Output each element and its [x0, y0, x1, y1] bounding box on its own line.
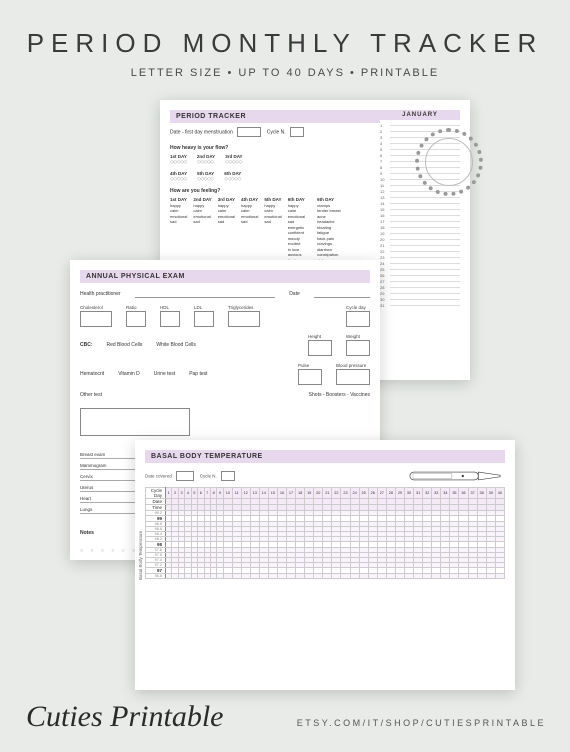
pulse-box[interactable] [298, 369, 322, 385]
ldl-box[interactable] [194, 311, 214, 327]
trig-box[interactable] [228, 311, 260, 327]
other-box[interactable] [80, 408, 190, 436]
lbl-bp: Blood pressure [336, 363, 370, 368]
lbl-hdl: HDL [160, 305, 180, 310]
lbl-urine: Urine test [154, 371, 175, 377]
hdl-box[interactable] [160, 311, 180, 327]
cycleday-box[interactable] [346, 311, 370, 327]
s3-title: BASAL BODY TEMPERATURE [151, 453, 263, 460]
chol-box[interactable] [80, 311, 112, 327]
flow-day: 5th DAY◇◇◇◇◇ [197, 171, 214, 182]
bp-box[interactable] [336, 369, 370, 385]
brand-logo: Cuties Printable [26, 700, 224, 734]
lbl-cbc: CBC: [80, 342, 93, 348]
cal-row[interactable]: 31 [380, 302, 460, 308]
lbl-hp: Health practitioner [80, 291, 121, 297]
flow-day: 3rd DAY◇◇◇◇◇ [225, 154, 242, 165]
flow-day: 2nd DAY◇◇◇◇◇ [197, 154, 215, 165]
cyclen-box[interactable] [221, 471, 235, 481]
sheet-basal-temp: BASAL BODY TEMPERATURE Date covered Cycl… [135, 440, 515, 690]
lbl-ldl: LDL [194, 305, 214, 310]
flow-day: 1st DAY◇◇◇◇◇ [170, 154, 187, 165]
lbl-pap: Pap test [189, 371, 207, 377]
lbl-cycleday: Cycle day [346, 305, 370, 310]
weight-box[interactable] [346, 340, 370, 356]
flow-day: 6th DAY◇◇◇◇◇ [224, 171, 241, 182]
datecov-box[interactable] [176, 471, 194, 481]
lbl-trig: Triglycerides [228, 305, 260, 310]
lbl-vitd: Vitamin D [118, 371, 140, 377]
bbt-grid: Cycle Day1234567891011121314151617181920… [145, 487, 505, 579]
q-feel: How are you feeling? [170, 188, 380, 194]
s1-title: PERIOD TRACKER [176, 113, 246, 120]
s1-month: JANUARY [380, 110, 460, 120]
ratio-box[interactable] [126, 311, 146, 327]
lbl-chol: Cholesterol [80, 305, 112, 310]
height-box[interactable] [308, 340, 332, 356]
flow-day: 4th DAY◇◇◇◇◇ [170, 171, 187, 182]
etsy-link: ETSY.COM/IT/SHOP/CUTIESPRINTABLE [297, 718, 546, 728]
lbl-wbc: White Blood Cells [156, 342, 195, 348]
q-flow: How heavy is your flow? [170, 145, 380, 151]
thermometer-icon [405, 469, 505, 483]
s1-cycle-box[interactable] [290, 127, 304, 137]
hp-input[interactable] [135, 290, 276, 298]
lbl-hema: Hematocrit [80, 371, 104, 377]
lbl-ratio: Ratio [126, 305, 146, 310]
ylabel: Basal Body Temperature [138, 531, 143, 580]
lbl-date: Date [289, 291, 300, 297]
lbl-weight: Weight [346, 334, 370, 339]
date-input[interactable] [314, 290, 370, 298]
temp-row[interactable]: 96.8 [146, 574, 505, 579]
page-title: PERIOD MONTHLY TRACKER [0, 28, 570, 59]
lbl-rbc: Red Blood Cells [107, 342, 143, 348]
lbl-shots: Shots - Boosters - Vaccines [309, 392, 370, 398]
s2-title: ANNUAL PHYSICAL EXAM [86, 273, 185, 280]
s1-date-box[interactable] [237, 127, 261, 137]
lbl-datecov: Date covered [145, 473, 172, 478]
cycle-wheel-icon [415, 128, 483, 196]
lbl-cyclen: Cycle N. [200, 473, 217, 478]
lbl-height: Height [308, 334, 332, 339]
s1-meta-date: Date - first day menstruation [170, 129, 233, 135]
lbl-pulse: Pulse [298, 363, 322, 368]
page-subtitle: LETTER SIZE • UP TO 40 DAYS • PRINTABLE [0, 67, 570, 79]
lbl-other: Other test [80, 392, 102, 398]
s1-meta-cycle: Cycle N. [267, 129, 286, 135]
